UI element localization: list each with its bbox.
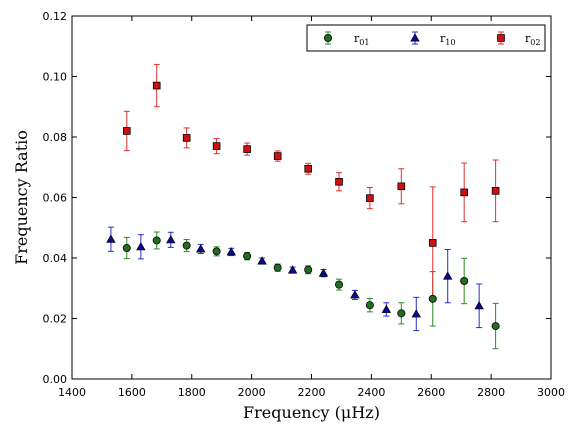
r10-point xyxy=(226,247,236,256)
legend-label-r01: r01 xyxy=(354,32,369,47)
r10-point xyxy=(318,268,329,277)
y-tick-label: 0.08 xyxy=(43,131,68,144)
legend-box xyxy=(306,24,546,52)
r10-point xyxy=(442,271,453,280)
r01-point xyxy=(397,309,406,318)
x-tick-label: 1800 xyxy=(178,386,206,399)
r02-point xyxy=(182,134,191,142)
r01-point xyxy=(491,322,500,331)
r01-point xyxy=(212,247,221,256)
r10-point xyxy=(411,309,421,318)
legend-label-r02: r02 xyxy=(525,32,540,47)
r02-point xyxy=(212,142,221,150)
r10-point xyxy=(106,234,116,243)
legend-marker-r10 xyxy=(410,33,420,42)
x-tick-label: 2000 xyxy=(238,386,266,399)
r02-point xyxy=(122,127,131,135)
r01-point xyxy=(152,236,161,245)
axis-ticks: 1400 1600 1800 2000 2200 2400 2600 2800 3000 0.00… xyxy=(43,10,566,399)
data-markers xyxy=(106,81,500,331)
r10-point xyxy=(196,244,206,253)
r10-point xyxy=(166,235,176,244)
y-axis-label: Frequency Ratio xyxy=(12,130,31,265)
r10-point xyxy=(136,242,146,251)
x-axis-label: Frequency (μHz) xyxy=(243,403,380,422)
r02-point xyxy=(304,164,313,173)
r01-point xyxy=(460,276,469,285)
r02-point xyxy=(460,188,468,197)
legend-marker-r01 xyxy=(323,34,332,43)
r10-point xyxy=(287,265,298,274)
legend-marker-r02 xyxy=(497,34,505,42)
r02-point xyxy=(152,81,161,90)
r01-point xyxy=(428,294,437,303)
y-tick-label: 0.02 xyxy=(43,313,68,326)
r01-point xyxy=(122,244,131,253)
r01-point xyxy=(335,280,344,289)
r01-point xyxy=(365,301,374,310)
plot-area-frame xyxy=(71,15,552,380)
legend: r01 r10 r02 xyxy=(306,24,546,52)
r10-point xyxy=(381,304,392,313)
y-tick-label: 0.06 xyxy=(43,192,68,205)
x-tick-label: 1600 xyxy=(118,386,146,399)
x-tick-label: 2200 xyxy=(298,386,326,399)
y-tick-label: 0.00 xyxy=(43,373,68,386)
y-tick-label: 0.04 xyxy=(43,252,68,265)
r10-point xyxy=(474,300,484,310)
r10-point xyxy=(350,290,360,299)
y-tick-label: 0.10 xyxy=(43,71,68,84)
r02-point xyxy=(243,145,251,153)
x-tick-label: 3000 xyxy=(537,386,565,399)
r02-point xyxy=(428,239,437,247)
legend-label-r10: r10 xyxy=(440,32,455,47)
x-tick-label: 1400 xyxy=(58,386,86,399)
r02-point xyxy=(335,177,343,186)
x-tick-label: 2400 xyxy=(357,386,385,399)
x-tick-label: 2800 xyxy=(477,386,505,399)
r02-point xyxy=(273,152,282,160)
y-tick-label: 0.12 xyxy=(43,10,68,23)
r01-point xyxy=(243,252,252,261)
r02-point xyxy=(366,194,374,202)
r02-point xyxy=(491,187,500,195)
r02-point xyxy=(397,182,406,191)
x-tick-label: 2600 xyxy=(417,386,445,399)
r10-point xyxy=(257,256,267,265)
r01-point xyxy=(182,241,191,250)
r01-point xyxy=(304,265,313,274)
r01-point xyxy=(273,263,282,272)
